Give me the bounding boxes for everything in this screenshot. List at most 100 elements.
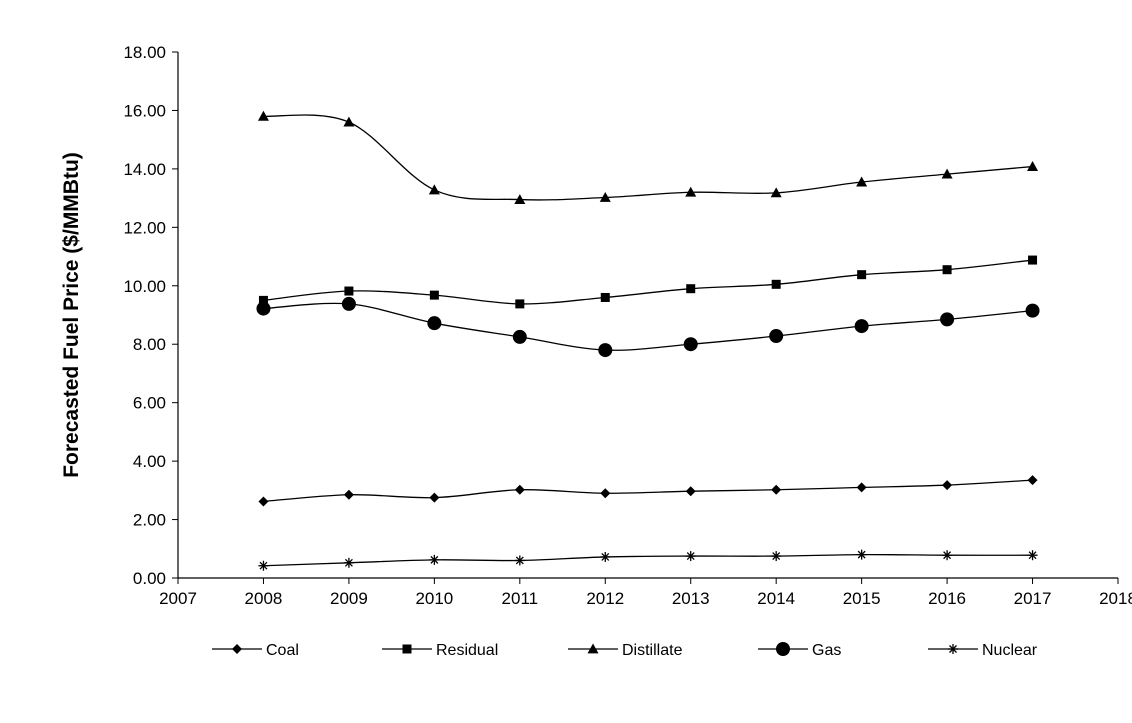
data-point [686, 284, 696, 294]
data-point [771, 484, 782, 495]
series-coal [258, 475, 1038, 507]
chart-axes [172, 51, 1119, 584]
data-point [856, 549, 867, 560]
data-point [343, 557, 354, 568]
data-point [940, 312, 955, 327]
data-point [512, 329, 527, 344]
y-axis-label: Forecasted Fuel Price ($/MMBtu) [60, 152, 83, 478]
data-point [771, 279, 781, 289]
data-point [857, 270, 867, 280]
data-point [402, 644, 412, 654]
data-point [514, 194, 526, 204]
data-point [770, 187, 782, 198]
x-tick-label: 2011 [502, 589, 539, 608]
data-point [341, 296, 356, 311]
data-point [856, 482, 867, 493]
legend-item-residual: Residual [382, 642, 498, 659]
data-point [429, 554, 440, 565]
x-tick-label: 2014 [757, 589, 795, 608]
legend-item-gas: Gas [758, 642, 841, 659]
data-point [776, 642, 790, 656]
series-line [263, 114, 1033, 201]
data-point [769, 329, 784, 344]
y-tick-label: 12.00 [123, 218, 166, 237]
y-tick-label: 10.00 [123, 277, 166, 296]
x-tick-label: 2007 [159, 589, 197, 608]
x-tick-label: 2016 [928, 589, 966, 608]
legend-item-coal: Coal [212, 642, 299, 659]
series-gas [256, 296, 1040, 358]
x-tick-label: 2012 [586, 589, 624, 608]
y-tick-labels: 0.00 2.00 4.00 6.00 8.00 10.00 12.00 14.00 16.00… [123, 43, 166, 588]
y-tick-label: 16.00 [123, 101, 166, 120]
series-line [263, 553, 1033, 567]
data-point [942, 550, 953, 561]
data-point [600, 488, 611, 499]
series-line [263, 259, 1033, 305]
y-tick-label: 0.00 [133, 569, 166, 588]
data-point [258, 496, 269, 507]
series-residual [258, 255, 1038, 309]
legend-label: Distillate [622, 642, 683, 659]
data-point [1027, 550, 1038, 561]
data-point [514, 555, 525, 566]
data-point [598, 343, 613, 358]
y-tick-label: 2.00 [133, 511, 166, 530]
data-point [258, 295, 268, 305]
data-point [1028, 255, 1038, 265]
data-point [429, 492, 440, 503]
legend-label: Coal [266, 642, 299, 659]
data-point [427, 316, 442, 331]
x-tick-label: 2010 [415, 589, 453, 608]
data-point [942, 265, 952, 275]
data-point [587, 643, 599, 654]
series-nuclear [258, 549, 1038, 571]
data-point [429, 290, 439, 300]
legend-item-nuclear: Nuclear [928, 642, 1038, 659]
data-point [683, 337, 698, 352]
data-point [600, 292, 610, 302]
chart-legend: Coal Residual Distillate Gas Nuclear [212, 642, 1038, 659]
data-point [343, 116, 355, 127]
x-tick-label: 2009 [330, 589, 368, 608]
series-line [263, 302, 1033, 351]
data-point [1027, 161, 1039, 171]
data-point [343, 489, 354, 500]
data-point [942, 480, 953, 491]
data-point [1025, 303, 1040, 318]
data-point [685, 486, 696, 497]
data-point [941, 168, 953, 179]
data-point [232, 644, 242, 654]
legend-item-distillate: Distillate [568, 642, 683, 659]
data-point [515, 299, 525, 309]
y-tick-label: 14.00 [123, 160, 166, 179]
x-tick-label: 2013 [672, 589, 710, 608]
chart-series [256, 110, 1040, 571]
data-point [685, 551, 696, 562]
x-tick-labels: 2007 2008 2009 2010 2011 2012 2013 2014 2015 2016… [159, 589, 1132, 608]
data-point [771, 551, 782, 562]
data-point [948, 644, 958, 654]
y-tick-label: 4.00 [133, 452, 166, 471]
x-tick-label: 2017 [1014, 589, 1052, 608]
data-point [428, 184, 440, 195]
legend-label: Nuclear [982, 642, 1038, 659]
data-point [257, 110, 269, 121]
series-line [263, 479, 1033, 503]
legend-label: Residual [436, 642, 498, 659]
legend-label: Gas [812, 642, 841, 659]
series-distillate [257, 110, 1039, 204]
data-point [256, 301, 271, 316]
data-point [854, 319, 869, 334]
data-point [856, 176, 868, 187]
data-point [258, 560, 269, 571]
y-tick-label: 18.00 [123, 43, 166, 62]
data-point [599, 192, 611, 202]
y-tick-label: 6.00 [133, 394, 166, 413]
data-point [685, 186, 697, 197]
x-tick-label: 2018 [1099, 589, 1132, 608]
data-point [1027, 475, 1038, 486]
x-tick-label: 2008 [245, 589, 283, 608]
